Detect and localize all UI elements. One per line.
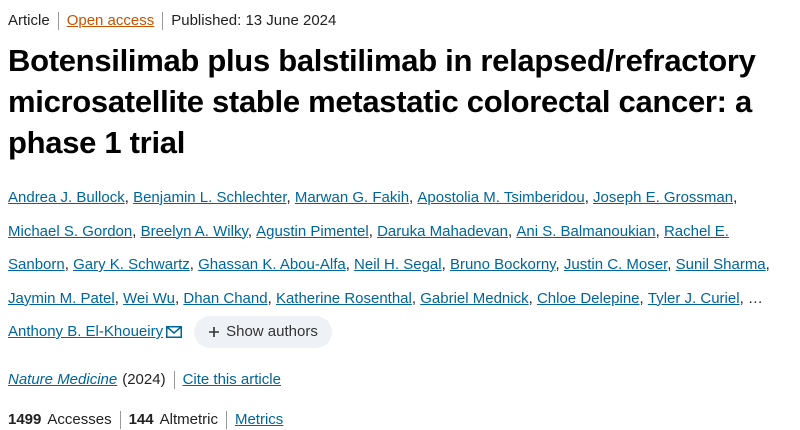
- author-item: Wei Wu: [123, 290, 183, 307]
- author-link[interactable]: Justin C. Moser: [563, 256, 668, 273]
- show-authors-button[interactable]: Show authors: [194, 316, 332, 349]
- author-link[interactable]: Andrea J. Bullock: [8, 189, 125, 206]
- altmetric-count: 144: [128, 411, 154, 428]
- author-item: Dhan Chand: [183, 290, 276, 307]
- author-item: Sunil Sharma: [676, 256, 770, 273]
- author-item: Michael S. Gordon: [8, 223, 141, 240]
- journal-link[interactable]: Nature Medicine: [8, 371, 118, 388]
- altmetric-label: Altmetric: [159, 411, 218, 428]
- author-item: Benjamin L. Schlechter: [133, 189, 295, 206]
- corresponding-author: Anthony B. El-Khoueiry Show authors: [8, 316, 332, 349]
- author-link[interactable]: Gabriel Mednick: [420, 289, 529, 307]
- accesses-label: Accesses: [47, 411, 112, 428]
- published-date: Published: 13 June 2024: [162, 12, 344, 30]
- article-title: Botensilimab plus balstilimab in relapse…: [8, 43, 756, 160]
- mail-icon[interactable]: [166, 326, 183, 338]
- author-link[interactable]: Marwan G. Fakih: [294, 189, 410, 206]
- author-link[interactable]: Ani S. Balmanoukian: [516, 222, 656, 240]
- plus-icon: [209, 327, 220, 338]
- author-item: Ani S. Balmanoukian: [516, 223, 664, 240]
- author-item: Agustin Pimentel: [256, 223, 377, 240]
- author-item: Katherine Rosenthal: [276, 290, 420, 307]
- author-link[interactable]: Katherine Rosenthal: [275, 289, 412, 307]
- cite-link[interactable]: Cite this article: [182, 371, 281, 388]
- author-item: Breelyn A. Wilky: [141, 223, 257, 240]
- author-item: Bruno Bockorny: [450, 256, 564, 273]
- author-item: Jaymin M. Patel: [8, 290, 123, 307]
- author-item: Tyler J. Curiel: [648, 290, 748, 307]
- author-item: Andrea J. Bullock: [8, 189, 133, 206]
- separator: [173, 370, 175, 389]
- author-link[interactable]: Ghassan K. Abou-Alfa: [198, 256, 346, 273]
- author-link[interactable]: Gary K. Schwartz: [73, 256, 190, 273]
- year: (2024): [122, 371, 166, 388]
- author-item: Chloe Delepine: [537, 290, 648, 307]
- metrics-line: 1499 Accesses 144 Altmetric Metrics: [8, 410, 792, 429]
- author-item: Apostolia M. Tsimberidou: [417, 189, 593, 206]
- open-access-link[interactable]: Open access: [57, 12, 163, 30]
- author-link[interactable]: Jaymin M. Patel: [8, 289, 115, 307]
- author-item: Neil H. Segal: [354, 256, 450, 273]
- author-item: Gabriel Mednick: [420, 290, 537, 307]
- ellipsis: …: [747, 289, 763, 307]
- author-list: Andrea J. BullockBenjamin L. SchlechterM…: [8, 181, 788, 349]
- author-item: Joseph E. Grossman: [593, 189, 737, 206]
- accesses-count: 1499: [8, 411, 42, 428]
- author-link[interactable]: Dhan Chand: [183, 289, 268, 307]
- citation-line: Nature Medicine (2024) Cite this article: [8, 370, 792, 389]
- article-type: Article: [8, 12, 50, 29]
- author-link[interactable]: Anthony B. El-Khoueiry: [8, 323, 164, 340]
- author-link[interactable]: Neil H. Segal: [354, 256, 442, 273]
- separator: [119, 410, 121, 429]
- author-link[interactable]: Apostolia M. Tsimberidou: [417, 189, 585, 206]
- metrics-link[interactable]: Metrics: [234, 411, 284, 428]
- author-item: Daruka Mahadevan: [377, 223, 516, 240]
- author-link[interactable]: Chloe Delepine: [536, 289, 640, 307]
- author-link[interactable]: Bruno Bockorny: [449, 256, 556, 273]
- author-link[interactable]: Agustin Pimentel: [256, 222, 369, 240]
- author-item: Justin C. Moser: [564, 256, 676, 273]
- author-link[interactable]: Tyler J. Curiel: [647, 289, 740, 307]
- author-item: Marwan G. Fakih: [295, 189, 418, 206]
- author-link[interactable]: Daruka Mahadevan: [377, 222, 508, 240]
- author-link[interactable]: Michael S. Gordon: [8, 222, 133, 240]
- author-link[interactable]: Joseph E. Grossman: [593, 189, 734, 206]
- author-link[interactable]: Wei Wu: [123, 289, 176, 307]
- separator: [225, 410, 227, 429]
- meta-line: Article Open access Published: 13 June 2…: [8, 8, 792, 34]
- author-link[interactable]: Benjamin L. Schlechter: [133, 189, 287, 206]
- author-link[interactable]: Sunil Sharma: [675, 256, 766, 273]
- author-link[interactable]: Breelyn A. Wilky: [140, 222, 248, 240]
- author-item: Ghassan K. Abou-Alfa: [198, 256, 354, 273]
- author-item: Gary K. Schwartz: [73, 256, 198, 273]
- show-authors-text: Show authors: [226, 323, 318, 341]
- author-link[interactable]: Rachel E. Sanborn: [8, 222, 729, 274]
